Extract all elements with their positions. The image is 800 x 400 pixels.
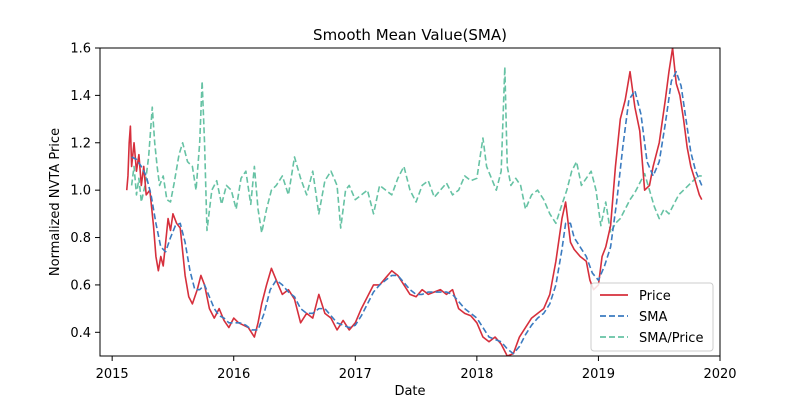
legend: Price SMA SMA/Price (590, 282, 714, 352)
x-tick-label: 2017 (339, 367, 372, 382)
series-line-price (125, 48, 703, 356)
x-tick-label: 2015 (96, 367, 129, 382)
x-tick-label: 2020 (703, 367, 736, 382)
chart-title: Smooth Mean Value(SMA) (313, 26, 507, 44)
plot-frame (99, 47, 721, 357)
y-tick-label: 1.6 (70, 42, 91, 57)
x-tick-label: 2019 (582, 367, 615, 382)
legend-label: SMA/Price (639, 331, 703, 346)
series-line-sma (131, 70, 703, 355)
y-tick-label: 0.6 (70, 278, 91, 293)
y-tick-label: 1.2 (70, 136, 91, 151)
y-tick-label: 0.4 (70, 326, 91, 341)
series-layer (125, 48, 703, 356)
y-axis: 0.4 0.6 0.8 1.0 1.2 1.4 1.6 (70, 42, 100, 341)
y-tick-label: 1.4 (70, 89, 91, 104)
x-tick-label: 2018 (460, 367, 493, 382)
y-tick-label: 0.8 (70, 231, 91, 246)
x-axis: 2015 2016 2017 2018 2019 2020 (96, 356, 737, 382)
legend-label: Price (639, 289, 671, 304)
x-tick-label: 2016 (217, 367, 250, 382)
y-tick-label: 1.0 (70, 184, 91, 199)
series-line-sma-price (130, 66, 702, 234)
legend-box (590, 282, 714, 352)
y-axis-label: Normalized NVTA Price (48, 128, 63, 276)
x-axis-label: Date (394, 384, 425, 399)
legend-label: SMA (639, 310, 667, 325)
